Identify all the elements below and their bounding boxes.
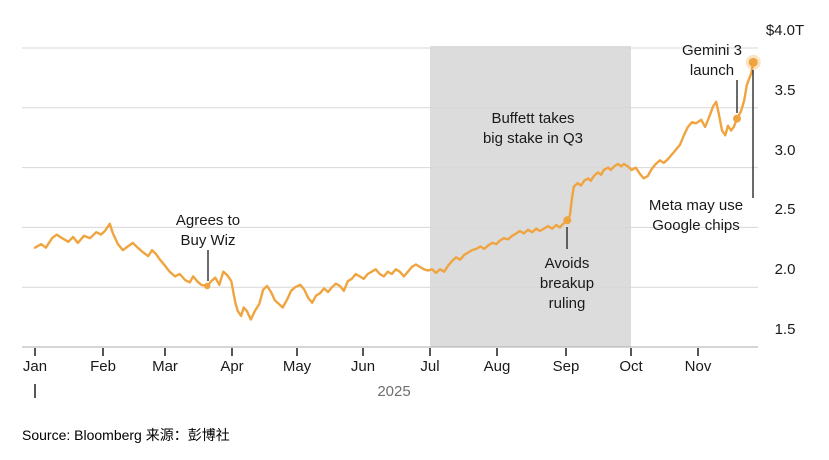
x-axis-label-oct: Oct (619, 358, 643, 375)
annotation-agrees-to-buy-wiz: Agrees to Buy Wiz (175, 212, 241, 249)
event-dot-gemini (733, 114, 741, 123)
x-axis-label-jul: Jul (420, 358, 440, 375)
x-axis-label-feb: Feb (90, 358, 116, 375)
y-axis-label-1.5: 1.5 (774, 321, 796, 338)
source-attribution: Source: Bloomberg 来源：彭博社 (22, 427, 230, 443)
x-axis-label-aug: Aug (483, 358, 511, 375)
y-axis-label-3: 3.0 (774, 141, 796, 159)
x-axis-label-jun: Jun (350, 358, 376, 375)
x-axis-label-may: May (282, 358, 312, 375)
x-axis-label-sep: Sep (552, 358, 580, 375)
y-axis-label-2.5: 2.5 (774, 201, 796, 219)
event-dot-wiz (204, 282, 211, 290)
event-dot-avoids (563, 216, 572, 225)
q3-highlight-band (430, 46, 631, 347)
x-axis-label-jan: Jan (22, 358, 48, 375)
annotation-gemini-3-launch: Gemini 3 launch (681, 42, 743, 79)
event-dot-meta (748, 57, 758, 67)
x-axis-label-nov: Nov (684, 358, 712, 375)
y-axis-label-3.5: 3.5 (774, 81, 796, 99)
y-axis-label-2: 2.0 (774, 261, 796, 279)
y-axis-label-4: $4.0T (765, 22, 805, 39)
x-axis-label-mar: Mar (152, 358, 178, 375)
annotation-meta-may-use-google-chips: Meta may use Google chips (648, 197, 744, 234)
market-value-line (33, 61, 755, 321)
annotation-buffett-takes-big-stake: Buffett takes big stake in Q3 (482, 110, 584, 147)
x-axis-label-apr: Apr (220, 358, 244, 375)
x-axis-year-label: 2025 (377, 383, 411, 400)
annotation-avoids-breakup-ruling: Avoids breakup ruling (539, 255, 595, 312)
